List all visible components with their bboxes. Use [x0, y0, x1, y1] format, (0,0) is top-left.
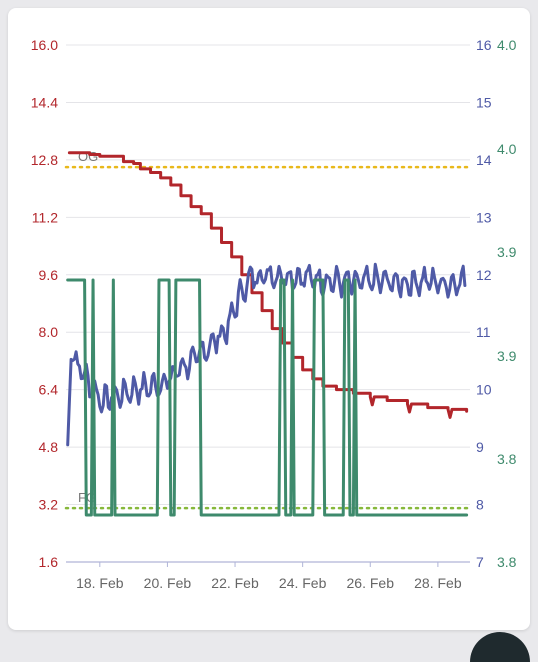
x-axis-tick-label: 28. Feb: [414, 575, 462, 591]
left-axis-tick-label: 8.0: [39, 324, 59, 340]
left-axis-tick-label: 6.4: [39, 382, 59, 398]
right-axis-tick-label: 11: [476, 324, 491, 340]
secondary-right-axis-tick-label: 3.9: [497, 348, 517, 364]
secondary-right-axis-tick-label: 4.0: [497, 141, 517, 157]
left-axis-tick-label: 9.6: [39, 267, 59, 283]
right-axis-tick-label: 13: [476, 209, 492, 225]
right-axis-tick-label: 16: [476, 37, 492, 53]
secondary-right-axis-tick-label: 3.9: [497, 244, 517, 260]
left-axis-tick-label: 12.8: [31, 152, 58, 168]
chart-card: [8, 8, 530, 630]
line-chart: 1.6 3.2 4.8 6.4 8.0 9.6 11.2 12.8 14.4 16.0 7 8 9 10 1…: [31, 37, 517, 591]
left-axis-tick-label: 1.6: [39, 554, 59, 570]
left-axis-tick-label: 16.0: [31, 37, 58, 53]
x-axis-tick-label: 20. Feb: [144, 575, 192, 591]
right-axis-tick-label: 15: [476, 94, 492, 110]
secondary-right-axis-tick-label: 4.0: [497, 37, 517, 53]
right-axis-tick-label: 14: [476, 152, 492, 168]
left-axis-tick-label: 14.4: [31, 94, 58, 110]
left-axis-tick-label: 3.2: [39, 497, 59, 513]
series-line-2: [66, 262, 467, 447]
right-axis-tick-label: 9: [476, 439, 484, 455]
secondary-right-axis-tick-label: 3.8: [497, 451, 517, 467]
x-axis-tick-label: 22. Feb: [211, 575, 259, 591]
right-axis-tick-label: 10: [476, 382, 492, 398]
x-axis-tick-label: 24. Feb: [279, 575, 327, 591]
x-axis-tick-label: 18. Feb: [76, 575, 124, 591]
right-axis-tick-label: 7: [476, 554, 484, 570]
secondary-right-axis-tick-label: 3.8: [497, 554, 517, 570]
left-axis-tick-label: 11.2: [32, 209, 58, 225]
right-axis-tick-label: 12: [476, 267, 492, 283]
series-line-3: [66, 278, 469, 517]
x-axis-tick-label: 26. Feb: [347, 575, 395, 591]
right-axis-tick-label: 8: [476, 497, 484, 513]
series-line-1: [67, 151, 469, 419]
left-axis-tick-label: 4.8: [39, 439, 59, 455]
